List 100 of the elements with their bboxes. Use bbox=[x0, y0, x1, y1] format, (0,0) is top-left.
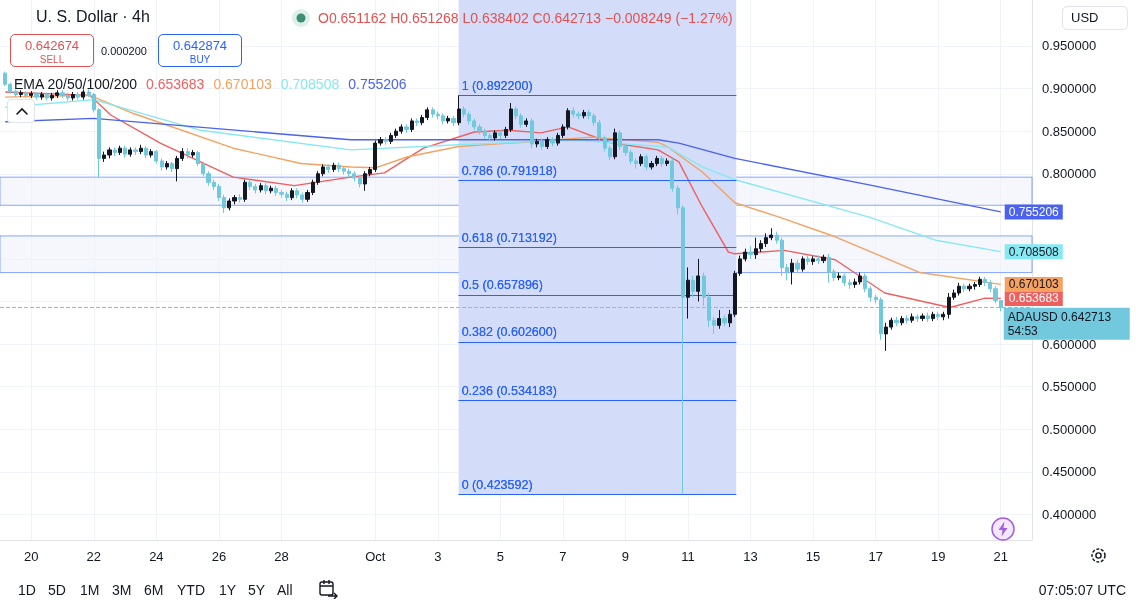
ref-line-label: 1 (0.892200) bbox=[461, 78, 533, 93]
candlestick bbox=[259, 182, 263, 193]
candlestick bbox=[848, 278, 852, 290]
x-tick-label: Oct bbox=[365, 549, 386, 564]
candlestick bbox=[45, 92, 49, 101]
candlestick bbox=[941, 311, 945, 321]
candlestick bbox=[540, 138, 544, 151]
candlestick bbox=[691, 275, 695, 298]
text: YTD bbox=[177, 582, 205, 598]
y-tick-label: 0.400000 bbox=[1042, 506, 1097, 522]
text: 6M bbox=[144, 582, 164, 598]
ref-line-label: 0.618 (0.713192) bbox=[461, 231, 557, 246]
candlestick bbox=[332, 162, 336, 173]
candlestick bbox=[170, 161, 174, 173]
y-tick-label: 0.550000 bbox=[1042, 379, 1097, 395]
candlestick bbox=[717, 309, 721, 330]
candlestick bbox=[128, 146, 132, 158]
candlestick bbox=[686, 266, 690, 320]
candlestick bbox=[358, 174, 362, 188]
candlestick bbox=[81, 88, 85, 101]
text: O0.651162 H0.651268 L0.638402 C0.642713 −0.008249 (−1.27%) bbox=[318, 10, 733, 26]
text: 5Y bbox=[248, 582, 266, 598]
text: 3M bbox=[112, 582, 132, 598]
ref-line-label: 0.5 (0.657896) bbox=[461, 278, 543, 293]
candlestick bbox=[900, 315, 904, 326]
candlestick bbox=[451, 115, 456, 127]
candlestick bbox=[582, 109, 586, 119]
text: 0.708508 bbox=[280, 76, 340, 92]
x-tick-label: 17 bbox=[868, 549, 883, 564]
text: 1Y bbox=[219, 582, 237, 598]
data-label: 0.670103 bbox=[1008, 277, 1060, 292]
candlestick bbox=[613, 128, 617, 160]
candlestick bbox=[457, 94, 461, 126]
x-tick-label: 20 bbox=[24, 549, 39, 564]
annotation: ADAUSD 0.642713 54:53 bbox=[1007, 309, 1115, 338]
candlestick bbox=[19, 89, 23, 98]
candlestick bbox=[238, 193, 242, 204]
candlestick bbox=[910, 312, 914, 324]
x-tick-label: 3 bbox=[434, 549, 442, 564]
legend-title: EMA 20/50/100/200 bbox=[14, 76, 137, 92]
text: 1D bbox=[18, 582, 36, 598]
candlestick bbox=[665, 157, 669, 167]
candlestick bbox=[133, 146, 138, 156]
data-label: 0.708508 bbox=[1008, 244, 1060, 259]
candlestick bbox=[806, 255, 810, 266]
y-tick-label: 0.500000 bbox=[1042, 421, 1097, 437]
candlestick bbox=[931, 311, 935, 322]
ref-line-label: 0.382 (0.602600) bbox=[461, 325, 557, 340]
y-tick-label: 0.450000 bbox=[1042, 464, 1097, 480]
ref-line-label: 0 (0.423592) bbox=[461, 477, 533, 492]
candlestick bbox=[14, 88, 18, 98]
candlestick bbox=[118, 145, 122, 156]
text: 0.653683 bbox=[146, 76, 205, 92]
candlestick bbox=[905, 314, 909, 325]
candlestick bbox=[795, 259, 800, 274]
x-tick-label: 19 bbox=[930, 549, 946, 564]
candlestick bbox=[71, 91, 75, 101]
candlestick bbox=[29, 90, 33, 99]
candlestick bbox=[639, 153, 643, 167]
candlestick bbox=[243, 179, 247, 203]
candlestick bbox=[821, 254, 826, 264]
x-tick-label: 22 bbox=[86, 549, 102, 564]
x-tick-label: 5 bbox=[496, 549, 504, 564]
candlestick bbox=[644, 153, 648, 171]
text: 07:05:07 UTC bbox=[1038, 582, 1126, 598]
x-tick-label: 13 bbox=[743, 549, 758, 564]
candlestick bbox=[40, 91, 44, 101]
candlestick bbox=[34, 91, 39, 101]
candlestick bbox=[160, 157, 164, 171]
y-tick-label: 0.950000 bbox=[1042, 38, 1097, 54]
x-tick-label: 9 bbox=[621, 549, 630, 564]
annotation: 0.642674 bbox=[23, 38, 81, 54]
candlestick bbox=[816, 255, 820, 265]
annotation: 0.000200 bbox=[101, 45, 147, 57]
y-tick-label: 0.900000 bbox=[1042, 81, 1097, 97]
candlestick bbox=[290, 187, 294, 201]
candlestick bbox=[186, 147, 190, 159]
candlestick bbox=[926, 312, 930, 323]
candlestick bbox=[415, 117, 419, 127]
candlestick bbox=[722, 314, 727, 327]
x-tick-label: 28 bbox=[274, 549, 289, 564]
text: 1M bbox=[80, 582, 100, 598]
candlestick bbox=[530, 117, 534, 149]
candlestick bbox=[326, 163, 330, 174]
text: USD bbox=[1062, 6, 1128, 30]
candlestick bbox=[696, 258, 700, 303]
candlestick bbox=[446, 115, 450, 124]
candlestick bbox=[790, 258, 794, 285]
y-tick-label: 0.850000 bbox=[1042, 123, 1097, 139]
x-tick-label: 7 bbox=[559, 549, 567, 564]
y-tick-label: 0.600000 bbox=[1042, 336, 1097, 352]
y-tick-label: 0.800000 bbox=[1042, 166, 1097, 182]
candlestick bbox=[535, 138, 539, 148]
candlestick bbox=[962, 283, 966, 293]
candlestick bbox=[493, 129, 497, 142]
candlestick bbox=[920, 312, 925, 322]
annotation: 0.642874 bbox=[171, 38, 229, 54]
candlestick bbox=[404, 123, 409, 134]
annotation: SELL bbox=[38, 54, 66, 66]
candlestick bbox=[660, 155, 664, 168]
